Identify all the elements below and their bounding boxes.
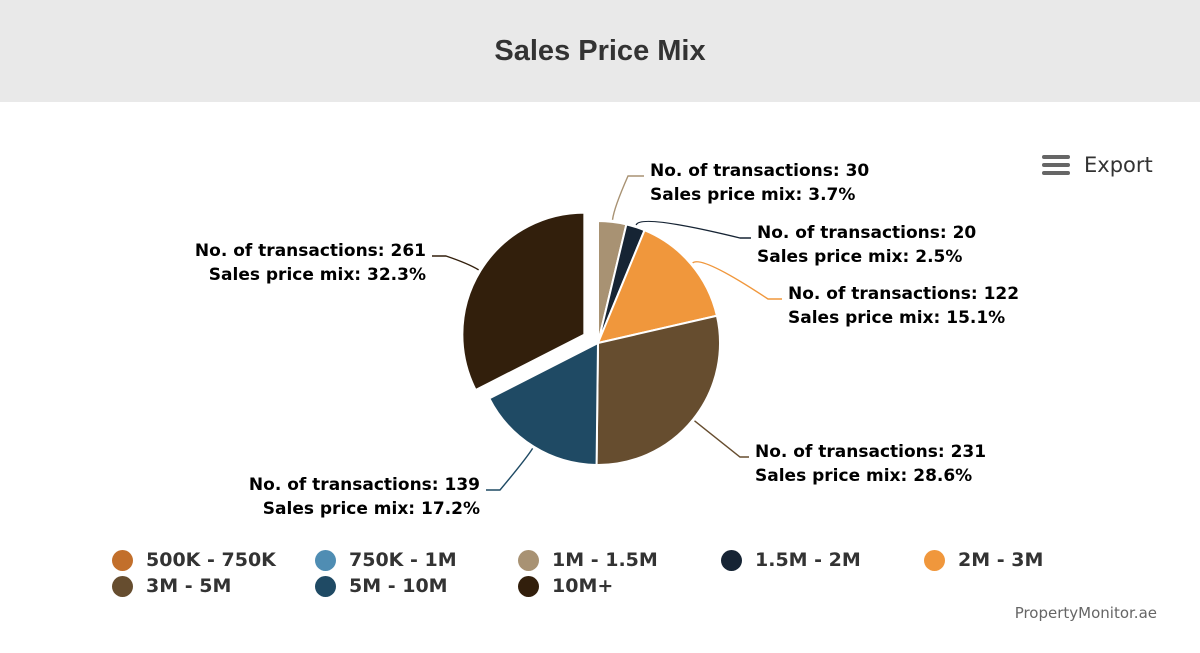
- data-label-count-5m-10m: No. of transactions: 139: [249, 475, 480, 495]
- legend-label: 10M+: [552, 575, 614, 597]
- legend-item-2m-3m[interactable]: 2M - 3M: [924, 548, 1127, 572]
- data-label-share-10m: Sales price mix: 32.3%: [209, 265, 426, 285]
- chart-title: Sales Price Mix: [494, 34, 706, 67]
- data-label-count-10m: No. of transactions: 261: [195, 241, 426, 261]
- legend-item-750k-1m[interactable]: 750K - 1M: [315, 548, 518, 572]
- legend-swatch: [924, 549, 945, 571]
- legend-swatch: [518, 549, 539, 571]
- export-button[interactable]: Export: [1042, 150, 1153, 180]
- export-label: Export: [1084, 153, 1153, 177]
- legend-item-3m-5m[interactable]: 3M - 5M: [112, 574, 315, 598]
- connector-2m-3m: [692, 261, 782, 300]
- data-label-share-1m-1-5m: Sales price mix: 3.7%: [650, 185, 855, 205]
- connector-1-5m-2m: [635, 220, 751, 239]
- pie-slice-3m-5m: [595, 314, 721, 466]
- legend-swatch: [315, 549, 336, 571]
- data-label-count-1m-1-5m: No. of transactions: 30: [650, 161, 869, 181]
- pie-slice-5m-10m: [488, 342, 599, 466]
- legend-label: 500K - 750K: [146, 549, 276, 571]
- legend-swatch: [112, 549, 133, 571]
- legend-label: 1M - 1.5M: [552, 549, 658, 571]
- connector-3m-5m: [694, 420, 749, 458]
- data-label-share-3m-5m: Sales price mix: 28.6%: [755, 466, 972, 486]
- legend-swatch: [315, 575, 336, 597]
- data-label-count-2m-3m: No. of transactions: 122: [788, 284, 1019, 304]
- pie-slice-2m-3m: [597, 229, 718, 344]
- hamburger-menu-icon: [1042, 155, 1070, 175]
- legend-label: 5M - 10M: [349, 575, 448, 597]
- connector-10m: [432, 255, 479, 271]
- legend-item-10m[interactable]: 10M+: [518, 574, 721, 598]
- legend-item-5m-10m[interactable]: 5M - 10M: [315, 574, 518, 598]
- legend-item-500k-750k[interactable]: 500K - 750K: [112, 548, 315, 572]
- legend-label: 1.5M - 2M: [755, 549, 861, 571]
- data-label-share-2m-3m: Sales price mix: 15.1%: [788, 308, 1005, 328]
- legend-swatch: [518, 575, 539, 597]
- chart-legend: 500K - 750K 750K - 1M 1M - 1.5M 1.5M - 2M 2M…: [112, 548, 1112, 598]
- chart-header: Sales Price Mix: [0, 0, 1200, 102]
- data-label-share-5m-10m: Sales price mix: 17.2%: [263, 499, 480, 519]
- connector-1m-1-5m: [611, 175, 644, 220]
- legend-swatch: [112, 575, 133, 597]
- data-label-count-3m-5m: No. of transactions: 231: [755, 442, 986, 462]
- credit-text: PropertyMonitor.ae: [1014, 604, 1157, 622]
- pie-slice-10m: [461, 211, 586, 392]
- connector-5m-10m: [486, 447, 534, 491]
- legend-item-1m-1-5m[interactable]: 1M - 1.5M: [518, 548, 721, 572]
- pie-chart: No. of transactions: 30 Sales price mix: …: [195, 161, 1019, 519]
- legend-swatch: [721, 549, 742, 571]
- data-label-count-1-5m-2m: No. of transactions: 20: [757, 223, 976, 243]
- data-label-share-1-5m-2m: Sales price mix: 2.5%: [757, 247, 962, 267]
- legend-label: 750K - 1M: [349, 549, 457, 571]
- legend-label: 2M - 3M: [958, 549, 1044, 571]
- legend-item-1-5m-2m[interactable]: 1.5M - 2M: [721, 548, 924, 572]
- legend-label: 3M - 5M: [146, 575, 232, 597]
